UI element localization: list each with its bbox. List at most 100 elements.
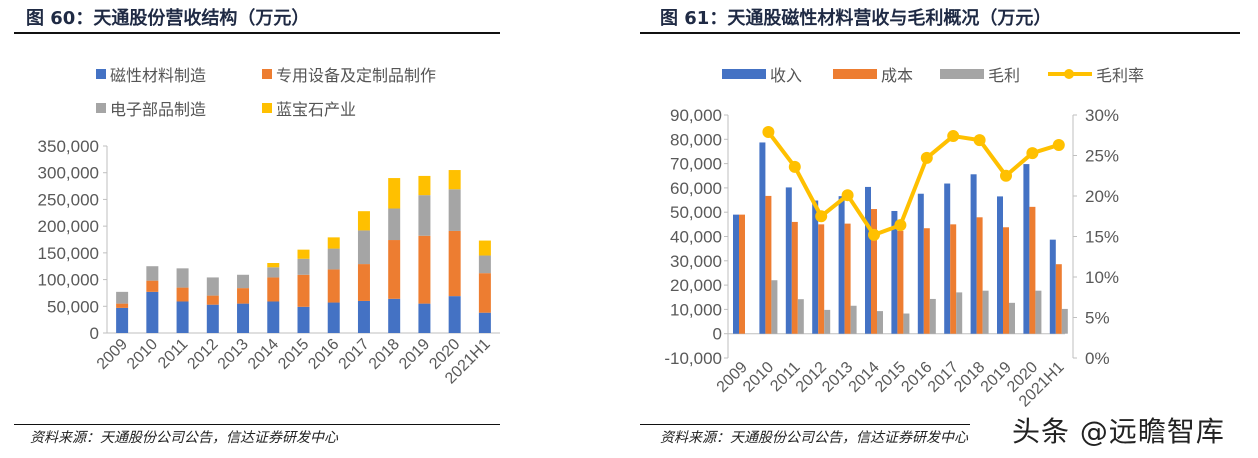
bar xyxy=(824,309,831,334)
bar-segment xyxy=(388,178,401,209)
bar xyxy=(785,187,792,334)
right-chart-title: 图 61：天通股磁性材料营收与毛利概况（万元） xyxy=(660,8,1052,29)
bar xyxy=(982,290,989,334)
bar-segment xyxy=(448,189,461,231)
legend-label: 毛利率 xyxy=(1096,66,1145,85)
bar-segment xyxy=(478,312,491,333)
bar-segment xyxy=(357,211,370,231)
right-title-rule xyxy=(640,32,1240,34)
bar xyxy=(944,183,951,334)
legend-label: 成本 xyxy=(881,66,914,85)
bar-segment xyxy=(478,240,491,256)
y2-tick-label: 25% xyxy=(1085,147,1119,166)
margin-line xyxy=(766,130,1060,237)
bar-segment xyxy=(146,291,159,333)
legend-line-marker xyxy=(1048,69,1092,79)
x-tick-label: 2014 xyxy=(245,336,282,373)
legend-item: 毛利率 xyxy=(1048,62,1144,86)
legend-label: 电子部品制造 xyxy=(110,100,207,119)
bar xyxy=(1003,227,1009,334)
x-tick-label: 2017 xyxy=(336,336,373,373)
bar xyxy=(871,209,877,334)
bar xyxy=(903,313,910,334)
bar xyxy=(956,292,963,334)
y2-tick-label: 20% xyxy=(1085,187,1119,206)
bar-segment xyxy=(478,273,491,313)
bar-segment xyxy=(146,280,159,292)
bar-segment xyxy=(448,296,461,333)
bar-segment xyxy=(176,301,189,333)
legend-label: 专用设备及定制品制作 xyxy=(276,66,437,85)
bar xyxy=(917,193,924,334)
bar-segment xyxy=(237,288,250,304)
y-tick-label: 50,000 xyxy=(47,297,99,316)
margin-point xyxy=(762,126,775,139)
bar xyxy=(838,196,845,334)
bar-segment xyxy=(297,274,310,307)
legend-item: 电子部品制造 xyxy=(96,96,206,120)
legend-swatch xyxy=(262,69,272,79)
margin-point xyxy=(947,130,960,143)
bar xyxy=(1023,164,1030,334)
bar xyxy=(976,217,983,334)
bar-segment xyxy=(327,302,340,333)
y-tick-label: 0 xyxy=(713,325,722,344)
legend-swatch xyxy=(940,69,984,79)
y-tick-label: 70,000 xyxy=(670,155,722,174)
margin-point xyxy=(973,134,986,147)
bar xyxy=(997,196,1003,334)
bar-segment xyxy=(176,287,189,302)
margin-point xyxy=(788,160,801,173)
margin-point xyxy=(815,210,828,223)
bar xyxy=(1049,239,1056,334)
bar-segment xyxy=(297,249,310,259)
margin-point xyxy=(1000,169,1012,182)
legend-item: 成本 xyxy=(833,62,913,86)
bar-segment xyxy=(327,269,340,303)
margin-point xyxy=(1052,138,1065,151)
y2-tick-label: 0% xyxy=(1085,349,1110,368)
x-tick-label: 2015 xyxy=(275,336,312,373)
bar-segment xyxy=(146,266,159,281)
y-tick-label: 100,000 xyxy=(38,271,99,290)
y-tick-label: 60,000 xyxy=(670,179,722,198)
bar-segment xyxy=(357,230,370,265)
bar xyxy=(929,298,936,334)
bar-segment xyxy=(267,263,280,268)
bar xyxy=(923,228,930,334)
legend-item: 毛利 xyxy=(940,62,1020,86)
bar-segment xyxy=(357,300,370,333)
x-tick-label: 2011 xyxy=(155,336,191,372)
legend-item: 收入 xyxy=(722,62,802,86)
legend-swatch xyxy=(96,103,106,113)
bar xyxy=(850,305,857,334)
right-source: 资料来源：天通股份公司公告，信达证券研发中心 xyxy=(660,430,968,446)
legend-label: 蓝宝石产业 xyxy=(276,100,357,119)
bar-segment xyxy=(418,235,431,304)
legend-swatch xyxy=(833,69,877,79)
bar-segment xyxy=(388,240,401,299)
bar-segment xyxy=(116,303,129,308)
bar-segment xyxy=(327,237,340,249)
bar xyxy=(897,230,904,334)
y2-tick-label: 30% xyxy=(1085,106,1119,125)
watermark: 头条 @远瞻智库 xyxy=(1012,415,1225,448)
legend-item: 蓝宝石产业 xyxy=(262,96,356,120)
bar xyxy=(1009,302,1015,334)
bar xyxy=(1029,206,1036,334)
y-tick-label: 0 xyxy=(90,324,99,343)
bar xyxy=(865,186,871,334)
bar-segment xyxy=(388,208,401,241)
y-tick-label: 150,000 xyxy=(38,244,99,263)
y-tick-label: 300,000 xyxy=(38,164,99,183)
left-source-rule xyxy=(14,424,500,425)
bar-segment xyxy=(237,303,250,333)
bar xyxy=(812,200,819,334)
y-tick-label: 50,000 xyxy=(670,203,722,222)
y-tick-label: -10,000 xyxy=(664,349,722,368)
bar xyxy=(765,195,772,334)
bar-segment xyxy=(388,298,401,333)
bar xyxy=(791,221,798,334)
bar-segment xyxy=(267,267,280,278)
legend-swatch xyxy=(262,103,272,113)
